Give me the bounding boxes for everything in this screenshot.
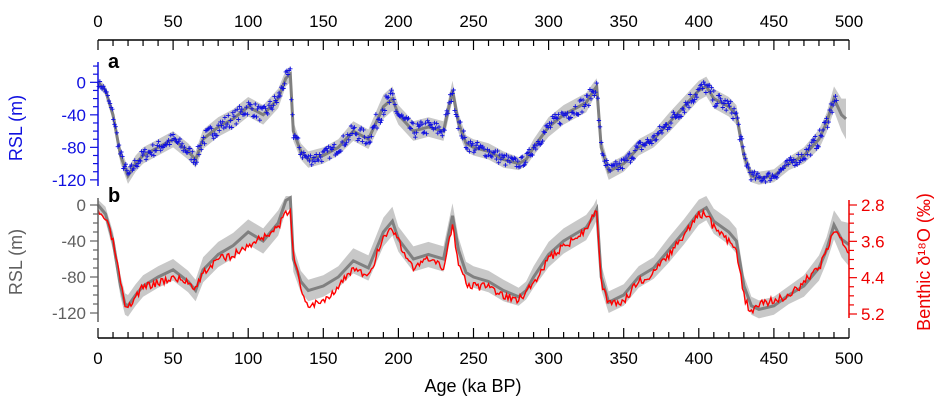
x-axis-title: Age (ka BP) bbox=[424, 376, 521, 396]
panel-b-y-tick-label: -40 bbox=[61, 232, 86, 251]
bottom-x-tick-label: 100 bbox=[234, 349, 262, 368]
bottom-x-tick-label: 400 bbox=[685, 349, 713, 368]
tick-labels: 0 0 50 50 100 100 150 150 200 200 250 250 300 300 350 3… bbox=[52, 12, 885, 368]
panel-a-y-tick-label: 0 bbox=[77, 73, 86, 92]
panel-b-y2-tick-label: 5.2 bbox=[861, 305, 885, 324]
top-x-tick-label: 500 bbox=[835, 12, 863, 31]
panel-a-points-markers bbox=[96, 66, 839, 185]
bottom-x-tick-label: 350 bbox=[610, 349, 638, 368]
top-x-tick-label: 100 bbox=[234, 12, 262, 31]
bottom-x-tick-label: 150 bbox=[309, 349, 337, 368]
top-x-tick-label: 450 bbox=[760, 12, 788, 31]
panel-b-y-axis-title: RSL (m) bbox=[6, 229, 26, 295]
panel-b-d18o-path bbox=[97, 207, 850, 315]
bottom-x-tick-label: 500 bbox=[835, 349, 863, 368]
panel-b-y-tick-label: -80 bbox=[61, 268, 86, 287]
panel-a-y-tick-label: -80 bbox=[61, 138, 86, 157]
panel-a-y-tick-label: -120 bbox=[52, 171, 86, 190]
top-x-tick-label: 150 bbox=[309, 12, 337, 31]
panel-b-rsl-band bbox=[98, 196, 849, 319]
top-x-tick-label: 400 bbox=[685, 12, 713, 31]
panel-b-y-tick-label: 0 bbox=[77, 196, 86, 215]
panel-a-rsl-points bbox=[96, 66, 839, 185]
panel-b-label: b bbox=[108, 185, 120, 207]
bottom-x-tick-label: 200 bbox=[384, 349, 412, 368]
top-x-tick-label: 250 bbox=[459, 12, 487, 31]
top-x-tick-label: 350 bbox=[610, 12, 638, 31]
panel-b-band-area bbox=[98, 196, 849, 319]
bottom-x-tick-label: 50 bbox=[164, 349, 183, 368]
panel-b-y2-tick-label: 3.6 bbox=[861, 232, 885, 251]
panel-b-d18o-line bbox=[97, 207, 850, 315]
panel-b-y2-tick-label: 4.4 bbox=[861, 269, 885, 288]
bottom-x-tick-label: 300 bbox=[534, 349, 562, 368]
panel-a-y-axis-title: RSL (m) bbox=[6, 95, 26, 161]
top-x-tick-label: 200 bbox=[384, 12, 412, 31]
top-x-tick-label: 0 bbox=[93, 12, 102, 31]
panel-b-y2-axis-title: Benthic δ¹⁸O (‰) bbox=[914, 193, 934, 331]
bottom-x-tick-label: 0 bbox=[93, 349, 102, 368]
panel-a-label: a bbox=[108, 51, 120, 73]
axes bbox=[90, 39, 857, 339]
top-x-tick-label: 300 bbox=[534, 12, 562, 31]
panel-a-y-tick-label: -40 bbox=[61, 106, 86, 125]
panel-b-y2-tick-label: 2.8 bbox=[861, 196, 885, 215]
panel-b-y-tick-label: -120 bbox=[52, 304, 86, 323]
bottom-x-tick-label: 250 bbox=[459, 349, 487, 368]
bottom-x-tick-label: 450 bbox=[760, 349, 788, 368]
top-x-tick-label: 50 bbox=[164, 12, 183, 31]
